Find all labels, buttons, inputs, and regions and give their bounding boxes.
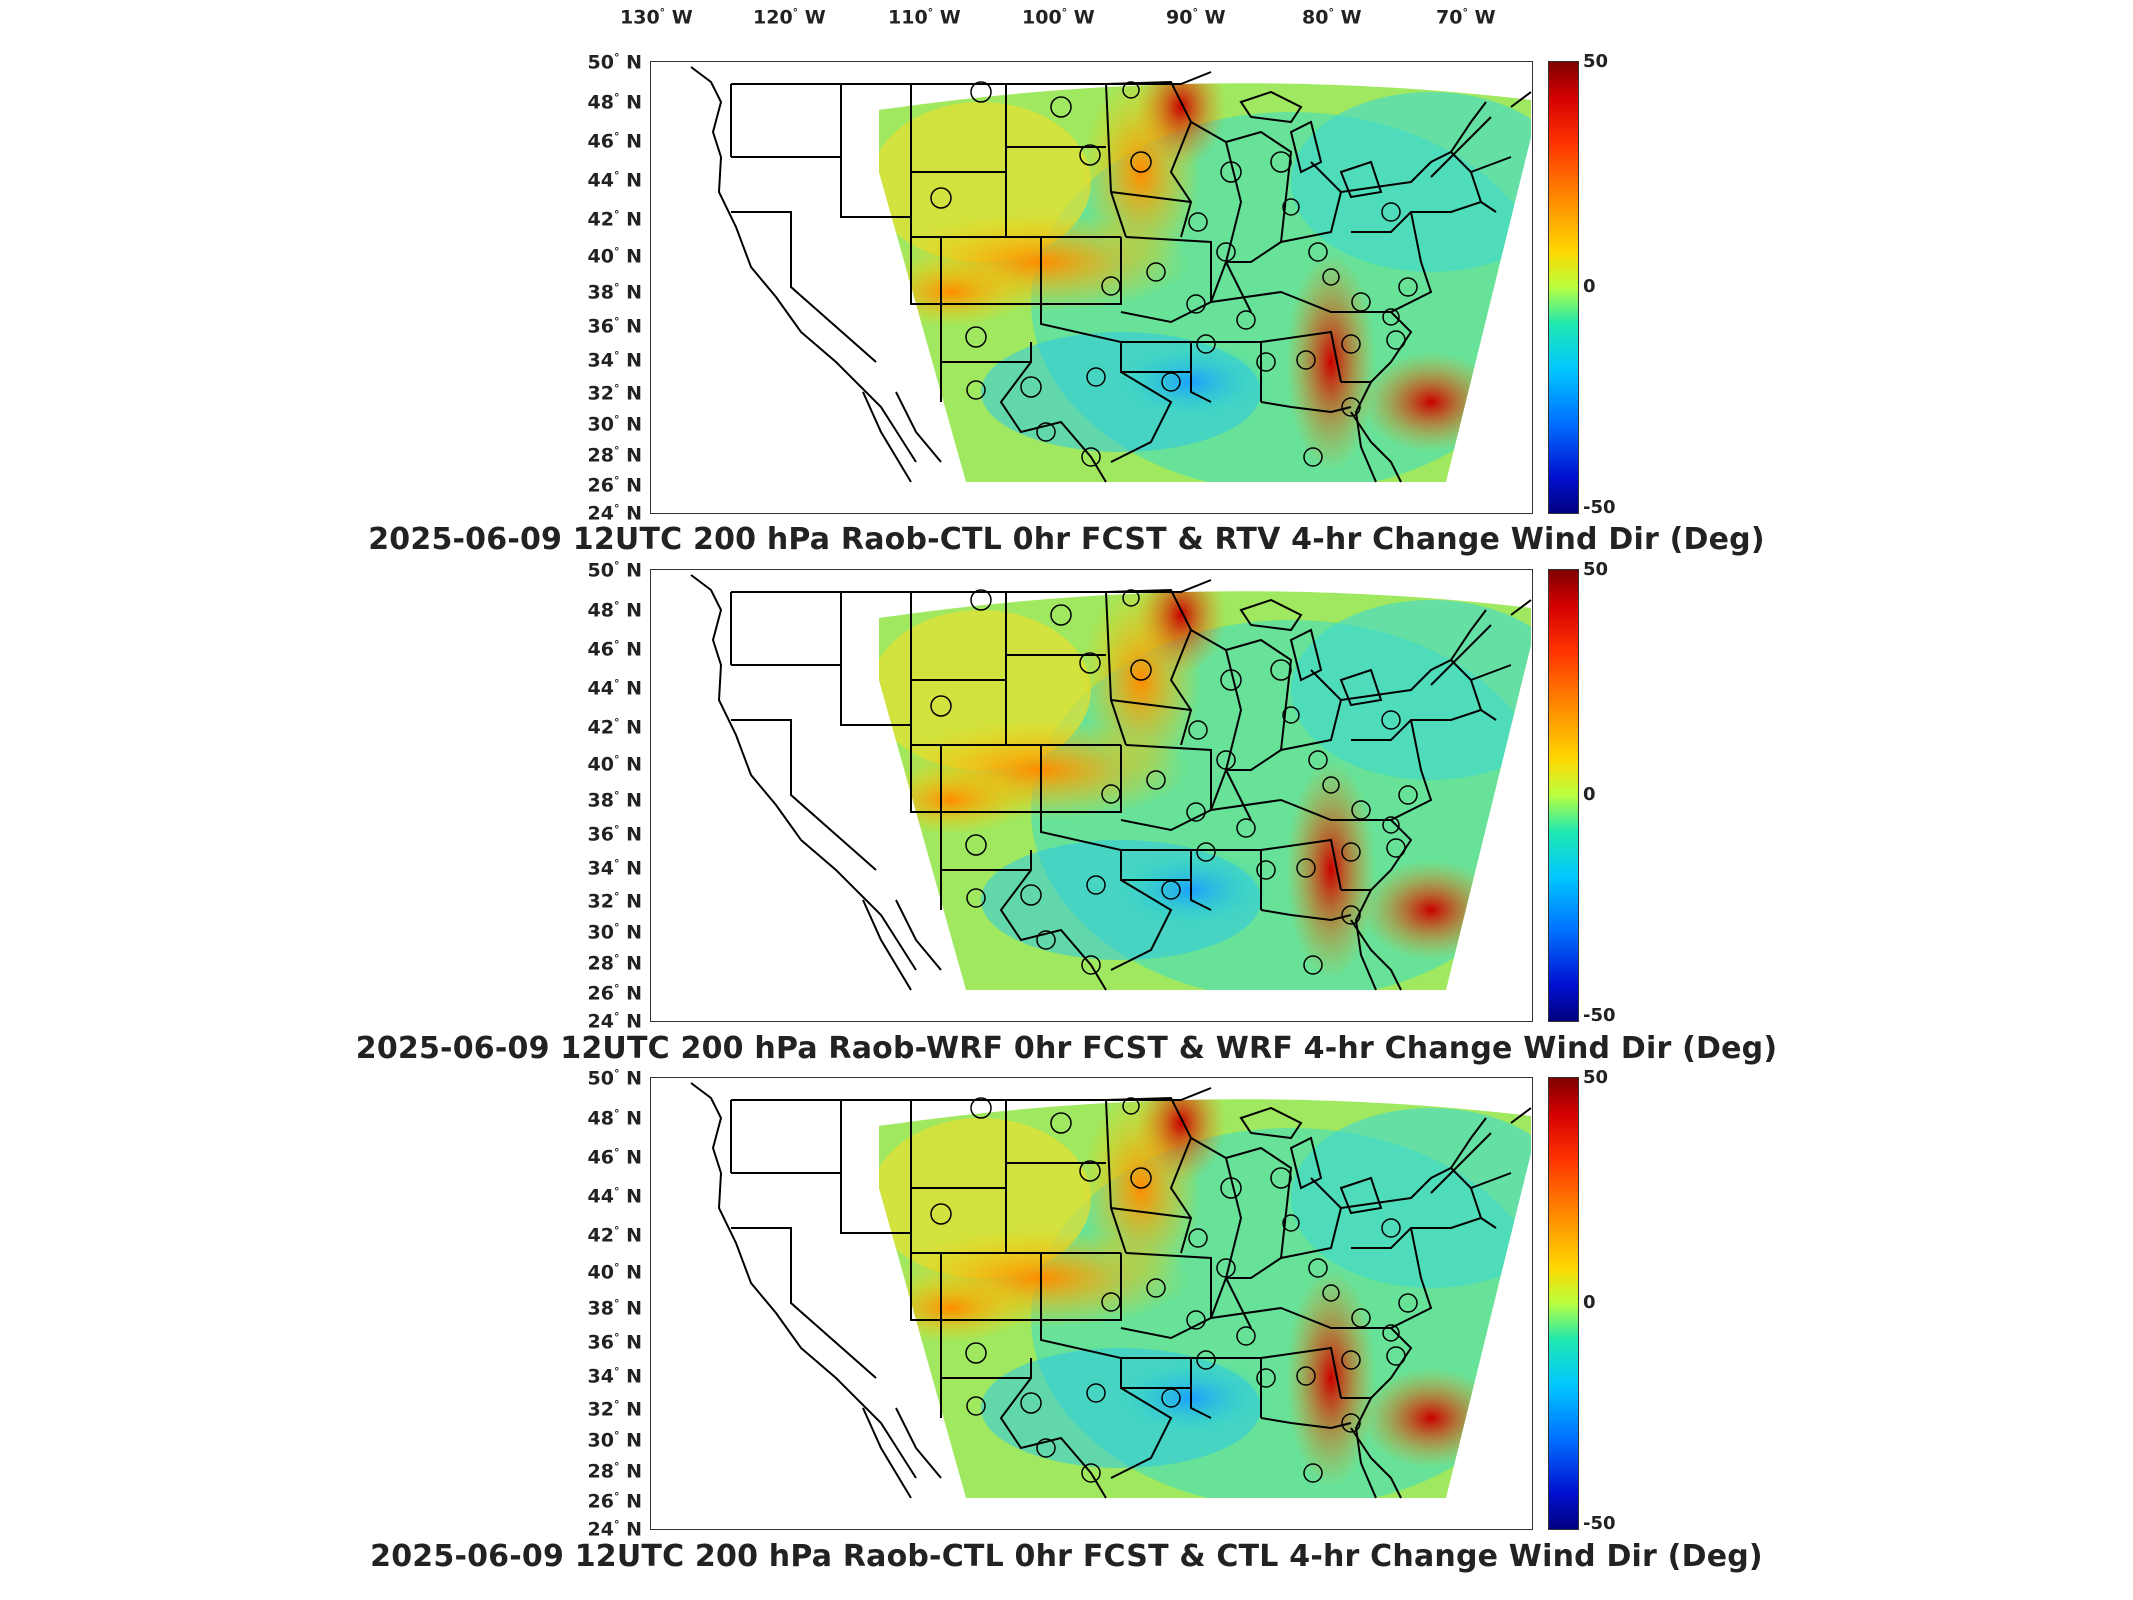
lat-label-24: 24° N [587,1010,642,1033]
lat-label-48: 48° N [587,1107,642,1130]
colorbar-min-label: -50 [1583,497,1616,518]
lat-label-44: 44° N [587,1185,642,1208]
lat-label-48: 48° N [587,599,642,622]
colorbar-max-label: 50 [1583,559,1609,580]
lat-label-50: 50° N [587,1067,642,1090]
lat-label-28: 28° N [587,952,642,975]
lon-label-70: 70° W [1436,6,1496,29]
lon-label-110: 110° W [888,6,961,29]
lat-label-24: 24° N [587,1518,642,1541]
colorbar [1548,569,1579,1022]
colorbar-mid-label: 0 [1583,276,1596,297]
lat-label-28: 28° N [587,1460,642,1483]
lat-label-38: 38° N [587,281,642,304]
lat-label-36: 36° N [587,823,642,846]
colorbar-max-label: 50 [1583,51,1609,72]
lat-label-42: 42° N [587,716,642,739]
lon-label-100: 100° W [1022,6,1095,29]
colorbar-min-label: -50 [1583,1005,1616,1026]
lat-label-40: 40° N [587,753,642,776]
lon-label-120: 120° W [753,6,826,29]
lat-label-46: 46° N [587,1146,642,1169]
lat-label-42: 42° N [587,208,642,231]
colorbar-max-label: 50 [1583,1067,1609,1088]
colorbar [1548,61,1579,514]
lat-label-32: 32° N [587,890,642,913]
lat-label-46: 46° N [587,638,642,661]
colorbar-mid-label: 0 [1583,784,1596,805]
lon-label-80: 80° W [1302,6,1362,29]
lat-label-46: 46° N [587,130,642,153]
lat-label-50: 50° N [587,559,642,582]
lat-label-34: 34° N [587,1365,642,1388]
lat-label-38: 38° N [587,789,642,812]
lat-label-36: 36° N [587,1331,642,1354]
lat-label-42: 42° N [587,1224,642,1247]
lat-label-38: 38° N [587,1297,642,1320]
lat-label-32: 32° N [587,1398,642,1421]
lat-label-32: 32° N [587,382,642,405]
lat-label-44: 44° N [587,677,642,700]
lat-label-44: 44° N [587,169,642,192]
lat-label-26: 26° N [587,474,642,497]
panel-title: 2025-06-09 12UTC 200 hPa Raob-WRF 0hr FC… [355,1031,1778,1066]
lat-label-50: 50° N [587,51,642,74]
lat-label-26: 26° N [587,1490,642,1513]
lat-label-30: 30° N [587,413,642,436]
lat-label-24: 24° N [587,502,642,525]
lat-label-30: 30° N [587,921,642,944]
map-plot [650,1077,1533,1530]
lon-label-130: 130° W [620,6,693,29]
lat-label-34: 34° N [587,349,642,372]
colorbar [1548,1077,1579,1530]
lat-label-34: 34° N [587,857,642,880]
lon-label-90: 90° W [1166,6,1226,29]
lat-label-36: 36° N [587,315,642,338]
lat-label-40: 40° N [587,1261,642,1284]
lat-label-28: 28° N [587,444,642,467]
map-plot [650,61,1533,514]
panel-title: 2025-06-09 12UTC 200 hPa Raob-CTL 0hr FC… [368,522,1765,557]
lat-label-40: 40° N [587,245,642,268]
map-plot [650,569,1533,1022]
colorbar-mid-label: 0 [1583,1292,1596,1313]
lat-label-30: 30° N [587,1429,642,1452]
panel-title: 2025-06-09 12UTC 200 hPa Raob-CTL 0hr FC… [370,1539,1763,1574]
colorbar-min-label: -50 [1583,1513,1616,1534]
lat-label-26: 26° N [587,982,642,1005]
lat-label-48: 48° N [587,91,642,114]
